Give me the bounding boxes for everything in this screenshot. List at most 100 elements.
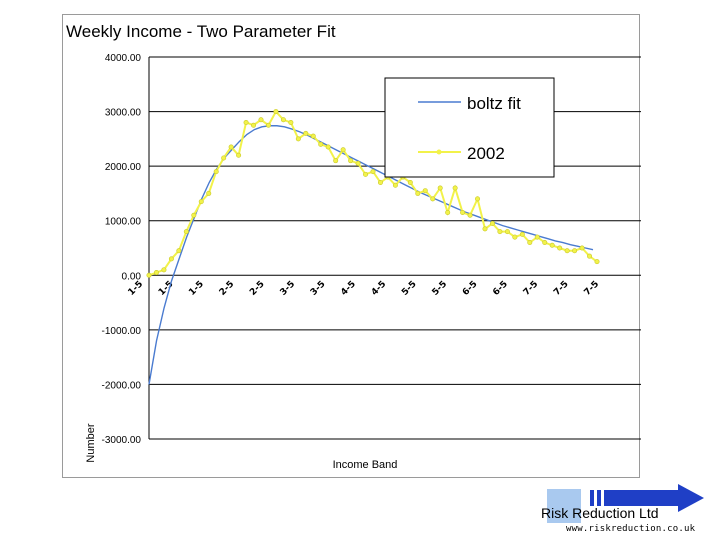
series-2002-point bbox=[460, 210, 466, 216]
logo-square-icon bbox=[547, 489, 581, 523]
y-tick-label: -3000.00 bbox=[102, 435, 142, 446]
x-tick-label: 6-5 bbox=[491, 279, 510, 298]
series-2002-point bbox=[467, 212, 473, 218]
x-tick-label: 2-5 bbox=[218, 279, 237, 298]
series-2002-point bbox=[377, 180, 383, 186]
series-2002-point bbox=[265, 122, 271, 128]
logo-company-name: Risk Reduction Ltd bbox=[541, 505, 659, 521]
y-tick-label: 4000.00 bbox=[105, 53, 142, 64]
series-2002-point bbox=[213, 169, 219, 175]
series-2002-point bbox=[161, 267, 167, 273]
series-2002-point bbox=[325, 144, 331, 150]
series-2002-point bbox=[497, 229, 503, 235]
series-2002-point bbox=[452, 185, 458, 191]
series-2002-point bbox=[504, 229, 510, 235]
x-tick-label: 7-5 bbox=[522, 279, 541, 298]
x-tick-label: 4-5 bbox=[339, 279, 358, 298]
legend-box bbox=[384, 77, 555, 178]
series-2002-point bbox=[415, 190, 421, 196]
series-2002-point bbox=[310, 133, 316, 139]
series-2002-point bbox=[475, 196, 481, 202]
series-2002-point bbox=[288, 119, 294, 125]
series-2002-point bbox=[542, 240, 548, 246]
series-2002-point bbox=[340, 147, 346, 153]
series-2002-point bbox=[422, 188, 428, 194]
y-tick-label: -1000.00 bbox=[102, 326, 142, 337]
series-2002-point bbox=[587, 253, 593, 259]
x-tick-labels: 1-5 1-5 1-5 2-5 2-5 3-5 3-5 4-5 4-5 5-5 5-5 6-5 6-5 7… bbox=[127, 279, 602, 298]
series-2002-point bbox=[176, 248, 182, 254]
y-tick-label: 2000.00 bbox=[105, 162, 142, 173]
series-2002-point bbox=[228, 144, 234, 150]
series-2002-point bbox=[407, 180, 413, 186]
logo-bar-icon bbox=[597, 490, 601, 506]
y-tick-label: 1000.00 bbox=[105, 217, 142, 228]
x-tick-label: 6-5 bbox=[461, 279, 480, 298]
series-2002-point bbox=[303, 130, 309, 136]
series-2002-point bbox=[549, 242, 555, 248]
series-2002-point bbox=[579, 245, 585, 251]
x-tick-label: 1-5 bbox=[187, 279, 206, 298]
series-2002-point bbox=[243, 119, 249, 125]
series-2002-point bbox=[236, 152, 242, 158]
series-2002-point bbox=[333, 158, 339, 164]
series-2002-point bbox=[191, 212, 197, 218]
series-2002-point bbox=[489, 220, 495, 226]
series-2002-point bbox=[392, 182, 398, 188]
x-tick-label: 1-5 bbox=[157, 279, 176, 298]
series-2002-point bbox=[280, 117, 286, 123]
x-tick-label: 5-5 bbox=[431, 279, 450, 298]
y-gridlines bbox=[148, 56, 641, 440]
series-2002-point bbox=[370, 169, 376, 175]
y-axis-title: Number bbox=[85, 423, 97, 462]
legend-boltz-fit-label: boltz fit bbox=[467, 94, 521, 113]
x-tick-label: 7-5 bbox=[552, 279, 571, 298]
logo-bar-icon bbox=[590, 490, 594, 506]
chart-title: Weekly Income - Two Parameter Fit bbox=[66, 22, 336, 41]
series-2002-point bbox=[318, 141, 324, 147]
series-2002-point bbox=[564, 248, 570, 254]
x-tick-label: 3-5 bbox=[279, 279, 298, 298]
chart-frame: Weekly Income - Two Parameter Fit 4000.0… bbox=[62, 14, 641, 478]
series-2002-point bbox=[348, 158, 354, 164]
series-2002 bbox=[146, 109, 600, 278]
series-2002-point bbox=[512, 234, 518, 240]
series-2002-point bbox=[594, 259, 600, 265]
logo-arrow-icon bbox=[604, 490, 680, 506]
series-2002-point bbox=[430, 196, 436, 202]
series-2002-point bbox=[445, 210, 451, 216]
series-2002-point bbox=[534, 234, 540, 240]
y-tick-label: 3000.00 bbox=[105, 108, 142, 119]
series-2002-point bbox=[557, 245, 563, 251]
logo-arrow-head-icon bbox=[678, 484, 704, 512]
series-2002-point bbox=[295, 136, 301, 142]
x-tick-label: 3-5 bbox=[309, 279, 328, 298]
series-2002-point bbox=[168, 256, 174, 262]
x-tick-label: 2-5 bbox=[248, 279, 267, 298]
legend-2002-label: 2002 bbox=[467, 144, 505, 163]
y-tick-label: 0.00 bbox=[122, 271, 142, 282]
series-2002-point bbox=[258, 117, 264, 123]
series-2002-point bbox=[251, 122, 257, 128]
legend-2002-marker bbox=[436, 149, 442, 155]
series-2002-point bbox=[198, 199, 204, 205]
logo-url-text[interactable]: www.riskreduction.co.uk bbox=[566, 524, 696, 534]
x-axis-title: Income Band bbox=[333, 459, 398, 471]
series-2002-point bbox=[206, 190, 212, 196]
series-2002-point bbox=[183, 229, 189, 235]
series-2002-point bbox=[273, 109, 279, 115]
series-2002-point bbox=[527, 240, 533, 246]
series-2002-point bbox=[482, 226, 488, 232]
series-2002-point bbox=[363, 171, 369, 177]
series-2002-point bbox=[221, 155, 227, 161]
x-tick-label: 5-5 bbox=[400, 279, 419, 298]
y-tick-label: -2000.00 bbox=[102, 380, 142, 391]
company-logo: Risk Reduction Ltd www.riskreduction.co.… bbox=[540, 484, 718, 538]
series-2002-point bbox=[146, 272, 152, 278]
chart-svg: Weekly Income - Two Parameter Fit 4000.0… bbox=[66, 22, 641, 471]
x-tick-label: 4-5 bbox=[370, 279, 389, 298]
x-tick-label: 7-5 bbox=[583, 279, 602, 298]
series-2002-point bbox=[437, 185, 443, 191]
y-tick-labels: 4000.00 3000.00 2000.00 1000.00 0.00 -1000.00… bbox=[102, 53, 142, 446]
series-2002-point bbox=[153, 270, 159, 276]
